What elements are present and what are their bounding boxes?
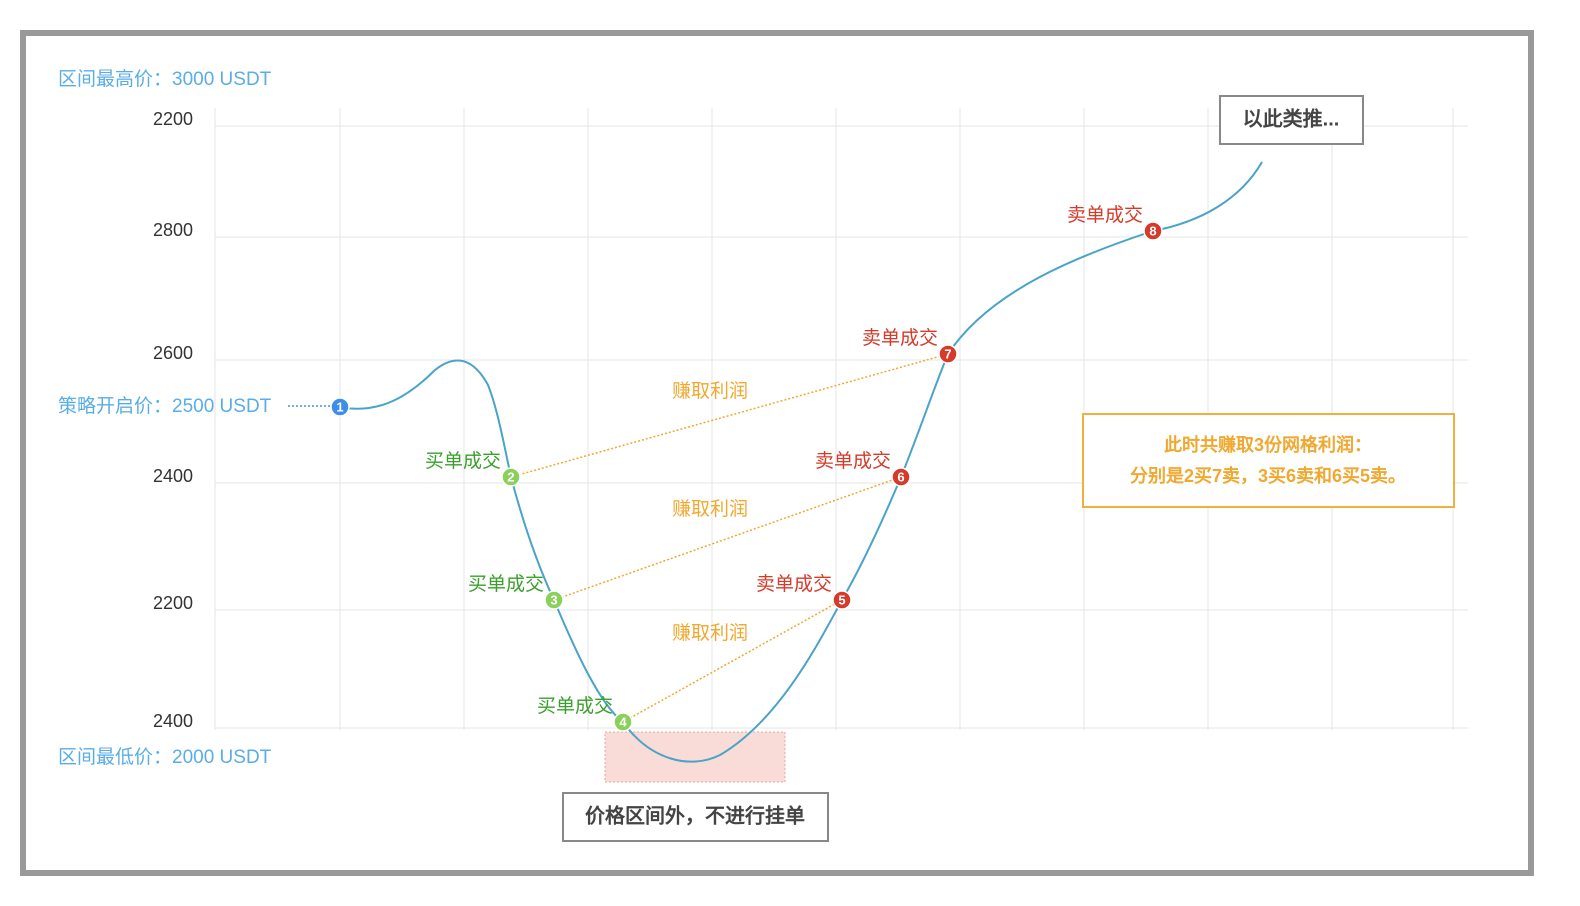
point-number: 6 (897, 469, 904, 484)
profit-link (622, 599, 843, 723)
summary-box (1082, 413, 1455, 508)
point-label: 买单成交 (537, 695, 613, 717)
point-label: 买单成交 (425, 450, 501, 472)
note-continue: 以此类推... (1243, 106, 1340, 130)
profit-label: 赚取利润 (672, 380, 748, 402)
point-marker (544, 590, 564, 610)
point-number: 2 (507, 469, 514, 484)
point-number: 7 (944, 346, 951, 361)
summary-line: 分别是2买7卖，3买6卖和6买5卖。 (1130, 465, 1406, 486)
out-of-range-zone (604, 731, 786, 783)
point-marker (501, 467, 521, 487)
profit-link (553, 476, 902, 601)
range-start: 策略开启价：2500 USDT (58, 395, 272, 417)
axis-label: 2200 (153, 109, 193, 129)
axis-label: 2400 (153, 466, 193, 486)
note-box (1219, 95, 1364, 145)
axis-label: 2800 (153, 220, 193, 240)
point-marker (330, 397, 350, 417)
axis-label: 2200 (153, 593, 193, 613)
point-marker (938, 344, 958, 364)
range-low: 区间最低价：2000 USDT (58, 746, 272, 768)
axis-label: 2400 (153, 711, 193, 731)
axis-label: 2600 (153, 343, 193, 363)
point-label: 卖单成交 (756, 573, 832, 595)
point-label: 卖单成交 (862, 327, 938, 349)
price-curve (339, 161, 1263, 763)
grid: 2200 2800 2600 2400 2200 2400 (153, 108, 1468, 731)
point-marker (832, 590, 852, 610)
point-label: 卖单成交 (815, 450, 891, 472)
point-number: 3 (550, 592, 557, 607)
point-number: 5 (838, 592, 845, 607)
point-number: 8 (1149, 223, 1156, 238)
profit-label: 赚取利润 (672, 622, 748, 644)
summary-line: 此时共赚取3份网格利润： (1164, 434, 1372, 455)
note-out-of-range: 价格区间外，不进行挂单 (585, 803, 805, 827)
profit-links (510, 353, 949, 723)
point-marker (613, 712, 633, 732)
point-number: 1 (336, 399, 343, 414)
point-marker (891, 467, 911, 487)
note-box (562, 792, 829, 842)
points: 12买单成交3买单成交4买单成交5卖单成交6卖单成交7卖单成交8卖单成交赚取利润… (330, 204, 1163, 732)
point-number: 4 (619, 714, 627, 729)
range-high: 区间最高价：3000 USDT (58, 68, 272, 90)
point-marker (1143, 221, 1163, 241)
profit-label: 赚取利润 (672, 498, 748, 520)
point-label: 卖单成交 (1067, 204, 1143, 226)
frame (20, 30, 1534, 876)
point-label: 买单成交 (468, 573, 544, 595)
